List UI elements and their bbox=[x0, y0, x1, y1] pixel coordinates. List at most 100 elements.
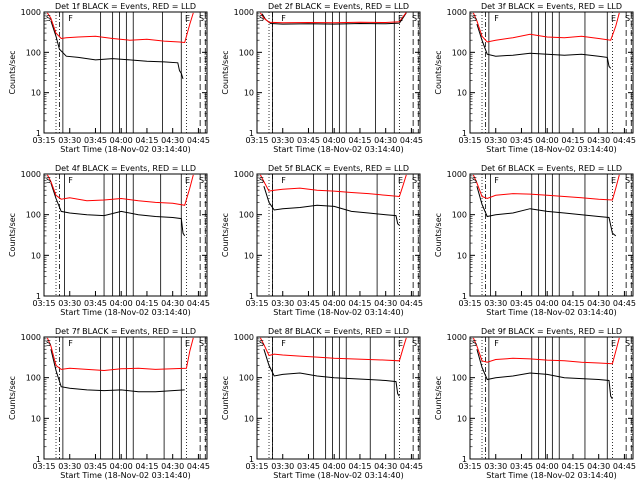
x-tick-label: 03:15 bbox=[32, 462, 55, 471]
x-tick-label: 04:15 bbox=[561, 136, 584, 145]
x-axis-label: Start Time (18-Nov-02 03:14:40) bbox=[273, 145, 403, 154]
y-tick-label: 100 bbox=[26, 211, 41, 220]
y-tick-label: 1 bbox=[36, 455, 41, 464]
x-axis-label: Start Time (18-Nov-02 03:14:40) bbox=[273, 308, 403, 317]
y-axis-label: Counts/sec bbox=[434, 213, 443, 257]
x-tick-label: 03:30 bbox=[58, 462, 81, 471]
y-axis-label: Counts/sec bbox=[434, 376, 443, 420]
phase-marker: F bbox=[494, 176, 499, 185]
x-axis-label: Start Time (18-Nov-02 03:14:40) bbox=[486, 471, 616, 480]
y-tick-label: 1000 bbox=[234, 170, 254, 179]
phase-marker: F bbox=[68, 339, 73, 348]
plot-panel-9: Det 9f BLACK = Events, RED = LLD 1 10 100 10… bbox=[434, 327, 636, 480]
phase-marker: S bbox=[259, 176, 264, 185]
phase-marker: E bbox=[185, 14, 190, 23]
x-tick-label: 03:15 bbox=[32, 136, 55, 145]
plot-panel-7: Det 7f BLACK = Events, RED = LLD 1 10 100 10… bbox=[8, 327, 210, 480]
events-series-line bbox=[476, 186, 617, 237]
y-tick-label: 10 bbox=[457, 251, 467, 260]
x-tick-label: 03:15 bbox=[458, 462, 481, 471]
x-tick-label: 04:30 bbox=[374, 299, 397, 308]
x-tick-label: 04:00 bbox=[536, 299, 559, 308]
x-axis-label: Start Time (18-Nov-02 03:14:40) bbox=[486, 308, 616, 317]
y-tick-label: 100 bbox=[239, 211, 254, 220]
y-tick-label: 1 bbox=[249, 455, 254, 464]
x-axis-label: Start Time (18-Nov-02 03:14:40) bbox=[486, 145, 616, 154]
x-tick-label: 03:45 bbox=[297, 462, 320, 471]
y-tick-label: 100 bbox=[452, 211, 467, 220]
x-tick-label: 03:45 bbox=[84, 462, 107, 471]
panel-title: Det 5f BLACK = Events, RED = LLD bbox=[268, 164, 409, 173]
y-tick-label: 10 bbox=[457, 89, 467, 98]
events-series-line bbox=[50, 182, 186, 237]
x-tick-label: 04:30 bbox=[161, 299, 184, 308]
y-tick-label: 10 bbox=[31, 414, 41, 423]
phase-marker: S bbox=[625, 14, 630, 23]
y-axis-label: Counts/sec bbox=[434, 50, 443, 94]
phase-marker: E bbox=[398, 176, 403, 185]
y-tick-label: 1000 bbox=[234, 333, 254, 342]
y-tick-label: 100 bbox=[26, 374, 41, 383]
plot-frame bbox=[256, 11, 421, 134]
x-tick-label: 04:45 bbox=[187, 136, 210, 145]
plot-frame bbox=[469, 173, 634, 297]
y-tick-label: 1 bbox=[462, 129, 467, 138]
panel-title: Det 9f BLACK = Events, RED = LLD bbox=[481, 327, 622, 336]
y-tick-label: 1 bbox=[249, 292, 254, 301]
phase-marker: E bbox=[185, 176, 190, 185]
panel-title: Det 4f BLACK = Events, RED = LLD bbox=[55, 164, 196, 173]
phase-marker: S bbox=[46, 339, 51, 348]
y-axis-label: Counts/sec bbox=[221, 376, 230, 420]
phase-marker: S bbox=[412, 176, 417, 185]
plot-frame bbox=[43, 11, 208, 134]
x-tick-label: 03:30 bbox=[271, 299, 294, 308]
phase-marker: S bbox=[625, 339, 630, 348]
x-tick-label: 04:15 bbox=[348, 299, 371, 308]
x-tick-label: 04:15 bbox=[135, 462, 158, 471]
y-tick-label: 1 bbox=[249, 129, 254, 138]
x-tick-label: 03:45 bbox=[297, 136, 320, 145]
phase-marker: S bbox=[199, 339, 204, 348]
x-tick-label: 04:00 bbox=[536, 462, 559, 471]
y-tick-label: 1000 bbox=[21, 170, 41, 179]
phase-marker: F bbox=[68, 14, 73, 23]
plot-panel-1: Det 1f BLACK = Events, RED = LLD 1 10 100 10… bbox=[8, 2, 210, 154]
events-series-line bbox=[476, 23, 612, 69]
x-tick-label: 03:30 bbox=[484, 136, 507, 145]
lld-series-line bbox=[472, 12, 620, 43]
y-tick-label: 1 bbox=[462, 455, 467, 464]
plot-frame bbox=[256, 173, 421, 297]
x-tick-label: 03:15 bbox=[32, 299, 55, 308]
plot-panel-2: Det 2f BLACK = Events, RED = LLD 1 10 100 10… bbox=[221, 2, 423, 154]
phase-marker: E bbox=[398, 339, 403, 348]
panel-title: Det 8f BLACK = Events, RED = LLD bbox=[268, 327, 409, 336]
x-tick-label: 04:00 bbox=[110, 136, 133, 145]
y-tick-label: 10 bbox=[31, 251, 41, 260]
plot-panel-3: Det 3f BLACK = Events, RED = LLD 1 10 100 10… bbox=[434, 2, 636, 154]
x-tick-label: 04:15 bbox=[135, 299, 158, 308]
y-axis-label: Counts/sec bbox=[221, 50, 230, 94]
lld-series-line bbox=[472, 337, 620, 365]
y-tick-label: 100 bbox=[26, 48, 41, 57]
y-tick-label: 100 bbox=[239, 374, 254, 383]
phase-marker: E bbox=[611, 14, 616, 23]
phase-marker: S bbox=[412, 339, 417, 348]
phase-marker: S bbox=[259, 339, 264, 348]
x-tick-label: 03:30 bbox=[58, 136, 81, 145]
x-tick-label: 04:30 bbox=[161, 136, 184, 145]
plot-panel-4: Det 4f BLACK = Events, RED = LLD 1 10 100 10… bbox=[8, 164, 210, 317]
x-tick-label: 03:45 bbox=[84, 136, 107, 145]
x-tick-label: 04:15 bbox=[135, 136, 158, 145]
plot-panel-5: Det 5f BLACK = Events, RED = LLD 1 10 100 10… bbox=[221, 164, 423, 317]
y-axis-label: Counts/sec bbox=[8, 376, 17, 420]
phase-marker: E bbox=[611, 339, 616, 348]
y-tick-label: 10 bbox=[244, 89, 254, 98]
phase-marker: S bbox=[472, 339, 477, 348]
y-tick-label: 1 bbox=[462, 292, 467, 301]
y-tick-label: 100 bbox=[239, 48, 254, 57]
phase-marker: S bbox=[46, 176, 51, 185]
plot-frame bbox=[43, 173, 208, 297]
phase-marker: F bbox=[281, 14, 286, 23]
y-tick-label: 10 bbox=[244, 251, 254, 260]
